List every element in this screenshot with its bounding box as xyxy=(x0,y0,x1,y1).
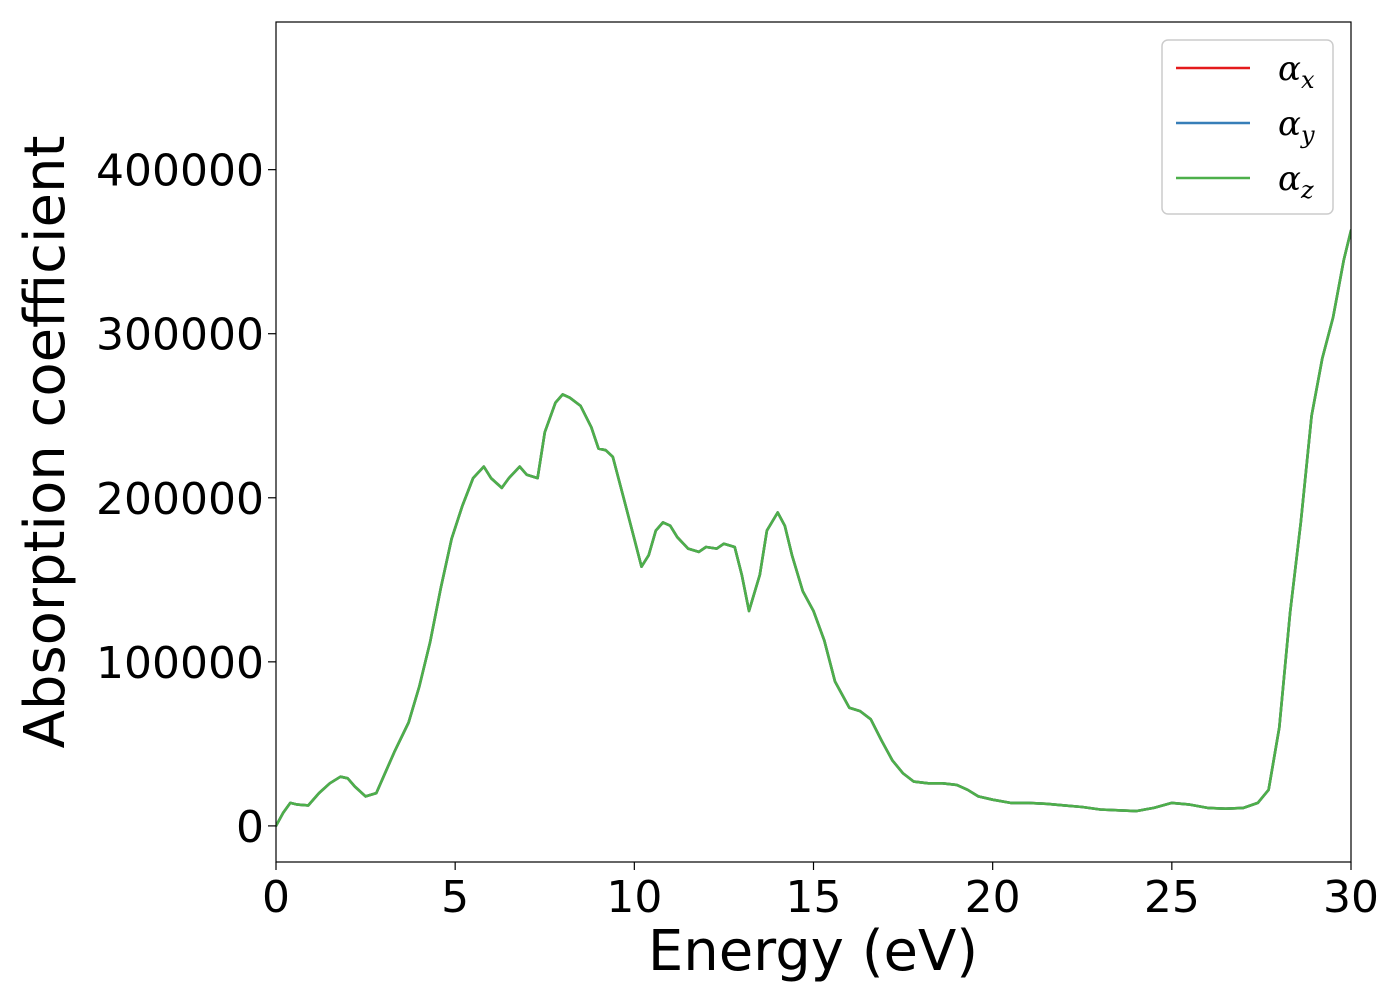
legend-label: αy xyxy=(1278,104,1315,149)
x-tick-label: 10 xyxy=(606,872,662,923)
x-tick-label: 30 xyxy=(1323,872,1379,923)
y-tick-label: 300000 xyxy=(96,310,264,361)
legend-box xyxy=(1161,39,1334,215)
x-tick-label: 15 xyxy=(786,872,842,923)
series-layer xyxy=(276,229,1351,828)
legend-label: αx xyxy=(1278,49,1315,94)
y-axis: 0 100000 200000 300000 400000 xyxy=(96,146,276,853)
x-tick-label: 0 xyxy=(262,872,290,923)
x-tick-label: 5 xyxy=(441,872,469,923)
y-tick-label: 400000 xyxy=(96,146,264,197)
series-line-α-z xyxy=(276,229,1351,828)
x-axis: 0 5 10 15 20 25 30 xyxy=(262,862,1379,923)
x-tick-label: 20 xyxy=(965,872,1021,923)
y-tick-label: 200000 xyxy=(96,474,264,525)
x-tick-label: 25 xyxy=(1144,872,1200,923)
y-tick-label: 100000 xyxy=(96,638,264,689)
x-axis-label: Energy (eV) xyxy=(648,919,978,984)
y-axis-label: Absorption coefficient xyxy=(13,136,78,749)
legend-label: αz xyxy=(1278,159,1314,204)
legend: αx αy αz xyxy=(1161,39,1334,215)
y-tick-label: 0 xyxy=(236,802,264,853)
